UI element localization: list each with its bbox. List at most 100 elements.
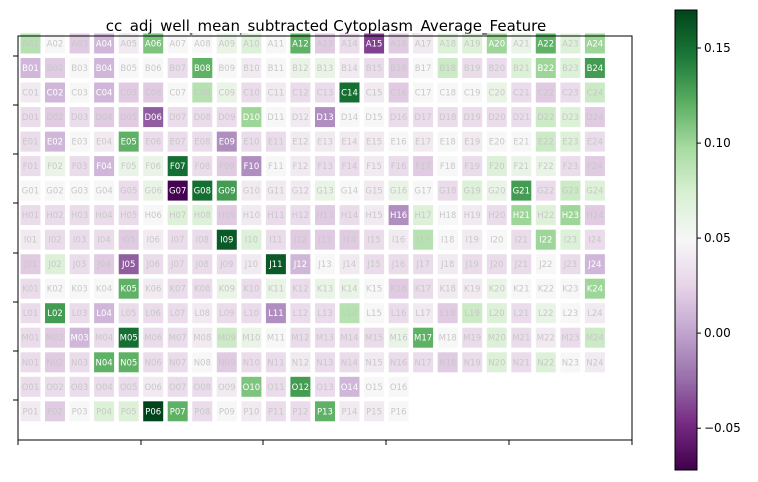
heatmap-cell-label: A05 [120, 40, 137, 50]
heatmap-cell: C15 [364, 82, 385, 103]
heatmap-cell-label: F12 [293, 162, 309, 172]
heatmap-cell-rect [94, 376, 115, 397]
heatmap-cell-label: F17 [415, 162, 431, 172]
heatmap-cell-rect [216, 352, 237, 373]
heatmap-cell-rect [118, 205, 139, 226]
heatmap-cell: D24 [584, 107, 605, 128]
heatmap-cell-label: M13 [316, 334, 334, 344]
heatmap-cell: K18 [437, 278, 458, 299]
heatmap-cell-rect [167, 229, 188, 250]
heatmap-cell-rect [143, 82, 164, 103]
heatmap-cell-rect [364, 107, 385, 128]
heatmap-cell: L12 [290, 303, 311, 324]
heatmap-cell-rect [413, 278, 434, 299]
heatmap-cell: E02 [45, 131, 65, 152]
heatmap-cell: E10 [241, 131, 262, 152]
heatmap-cell: J20 [486, 254, 507, 275]
heatmap-cell-rect [192, 82, 213, 103]
heatmap-cell-label: C21 [513, 89, 530, 99]
heatmap-cell: D08 [192, 107, 213, 128]
heatmap-cell-label: P01 [23, 407, 39, 417]
heatmap-cell-label: I20 [490, 236, 503, 246]
heatmap-cell: E06 [143, 131, 164, 152]
heatmap-cell-rect [94, 401, 115, 422]
heatmap-cell-rect [315, 376, 335, 397]
heatmap-cell-rect [535, 33, 556, 54]
heatmap-cell: H21 [511, 205, 532, 226]
colorbar-tick-label: −0.05 [704, 421, 741, 435]
heatmap-cell: B02 [45, 58, 65, 78]
heatmap-cell: F07 [167, 156, 188, 177]
heatmap-cell-rect [167, 376, 188, 397]
heatmap-cell: H01 [20, 205, 41, 226]
heatmap-cell: D22 [535, 107, 556, 128]
heatmap-cell: D03 [69, 107, 90, 128]
heatmap-cell-rect [535, 58, 556, 78]
heatmap-cell: P02 [45, 401, 65, 422]
heatmap-cell-rect [437, 205, 458, 226]
heatmap-cell: I24 [584, 229, 605, 250]
heatmap-cell-rect [511, 205, 532, 226]
heatmap-cell-label: M06 [144, 334, 162, 344]
heatmap-cell-rect [462, 254, 483, 275]
heatmap-cell-label: N10 [243, 358, 260, 368]
heatmap-cell-rect [20, 303, 41, 324]
heatmap-cell: F19 [462, 156, 483, 177]
heatmap-cell-rect [167, 58, 188, 78]
heatmap-cell: M21 [511, 327, 532, 348]
heatmap-cell-label: A21 [513, 40, 530, 50]
heatmap-cell-rect [413, 205, 434, 226]
heatmap-cell: C24 [584, 82, 605, 103]
heatmap-cell-label: I07 [171, 236, 184, 246]
heatmap-cell: I20 [486, 229, 507, 250]
heatmap-cell-label: C02 [47, 89, 64, 99]
heatmap-cell-rect [265, 352, 286, 373]
heatmap-cell-rect [118, 303, 139, 324]
heatmap-cell-rect [511, 303, 532, 324]
heatmap-cell-label: B22 [537, 64, 554, 74]
heatmap-cell-label: B10 [243, 64, 260, 74]
heatmap-cell-rect [216, 401, 237, 422]
heatmap-cell-label: L09 [219, 309, 235, 319]
heatmap-cell-label: M18 [439, 334, 457, 344]
heatmap-cell: E23 [560, 131, 581, 152]
heatmap-cell: C22 [535, 82, 556, 103]
heatmap-cell-rect [69, 82, 90, 103]
heatmap-cell-rect [290, 205, 311, 226]
heatmap-cell-rect [216, 107, 237, 128]
heatmap-cell: J18 [437, 254, 458, 275]
heatmap-cell: M04 [94, 327, 115, 348]
heatmap-cell: K06 [143, 278, 164, 299]
heatmap-cell-rect [584, 33, 605, 54]
heatmap-cell-label: L13 [317, 309, 333, 319]
heatmap-cell-rect [437, 131, 458, 152]
heatmap-cell-label: I04 [97, 236, 110, 246]
heatmap-cell: P15 [364, 401, 385, 422]
heatmap-cell-rect [388, 33, 409, 54]
heatmap-cell-label: B17 [415, 64, 432, 74]
heatmap-cell-rect [192, 327, 213, 348]
heatmap-cell-label: L19 [464, 309, 480, 319]
heatmap-cell-label: K23 [562, 285, 578, 295]
heatmap-cell: I17 [413, 229, 434, 250]
heatmap-cell-rect [339, 401, 360, 422]
heatmap-cell-label: K19 [464, 285, 480, 295]
heatmap-cell-label: C17 [415, 89, 432, 99]
heatmap-cell: N23 [560, 352, 581, 373]
heatmap-cell: G19 [462, 180, 483, 201]
heatmap-cell-label: H24 [586, 211, 603, 221]
heatmap-cell: B15 [364, 58, 385, 78]
heatmap-cell-label: A01 [22, 40, 39, 50]
heatmap-cell-label: G11 [267, 187, 284, 197]
heatmap-cell: O14 [339, 376, 360, 397]
heatmap-cell: M03 [69, 327, 90, 348]
heatmap-cell-rect [339, 156, 360, 177]
heatmap-cell: E05 [118, 131, 139, 152]
heatmap-cell: A14 [339, 33, 360, 54]
heatmap-cell-label: K16 [390, 285, 406, 295]
heatmap-cell: K20 [486, 278, 507, 299]
heatmap-cell: P04 [94, 401, 115, 422]
heatmap-cell-label: H22 [537, 211, 554, 221]
heatmap-cell-label: E04 [96, 138, 112, 148]
heatmap-cell-label: I01 [24, 236, 37, 246]
